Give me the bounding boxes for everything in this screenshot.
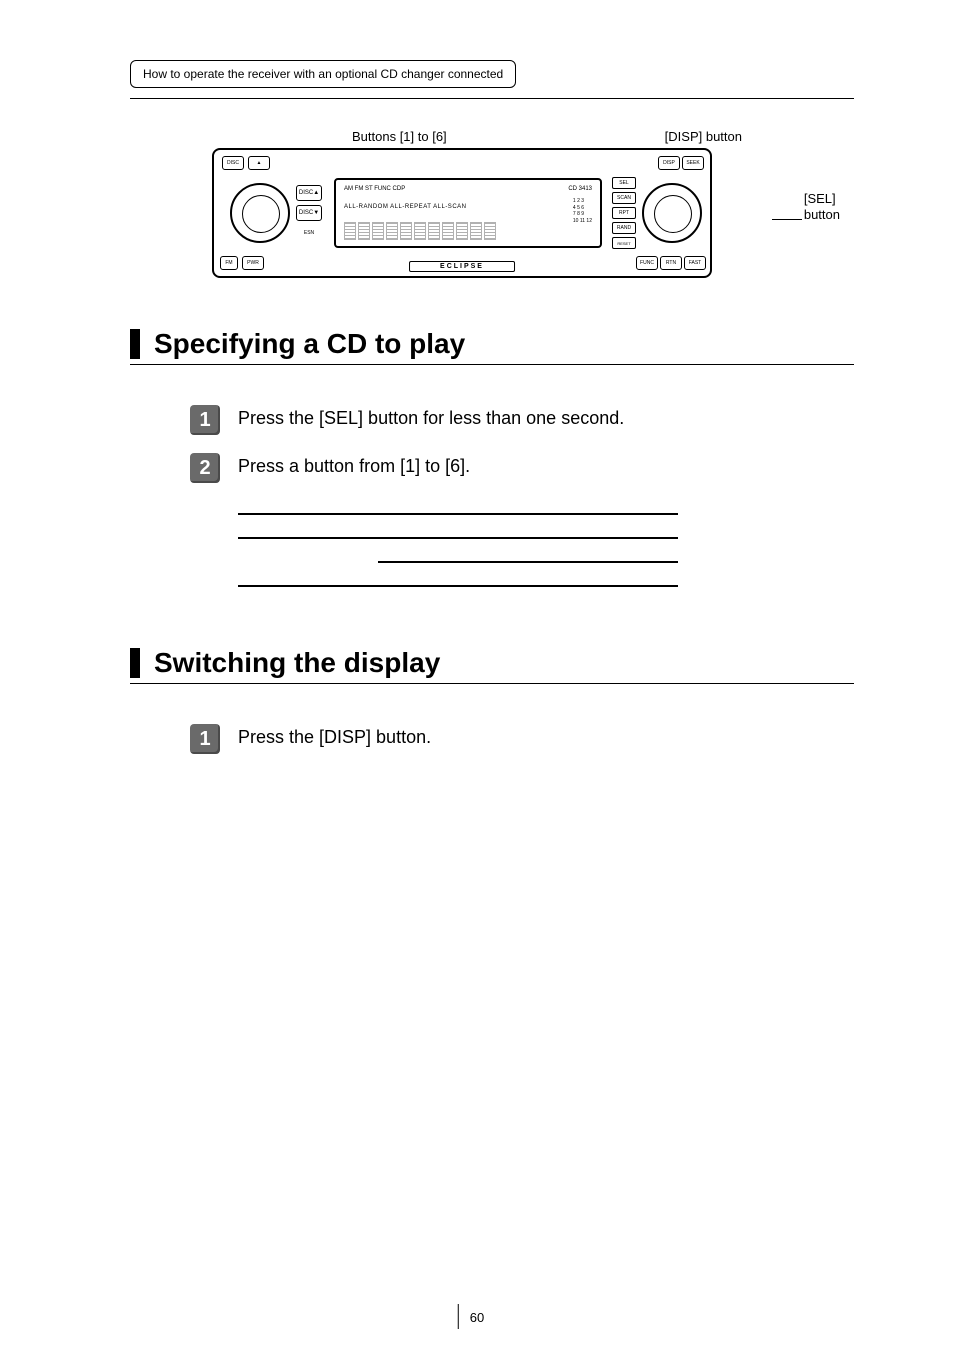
lcd-display: AM FM ST FUNC CDP CD 3413 ALL-RANDOM ALL… — [334, 178, 602, 248]
redacted-line — [238, 513, 678, 515]
lcd-mode-indicators: ALL-RANDOM ALL-REPEAT ALL-SCAN — [344, 204, 592, 210]
reset-button: RESET — [612, 237, 636, 249]
callout-line — [772, 219, 802, 220]
sel-button: SEL — [612, 177, 636, 189]
section-heading-specifying: Specifying a CD to play — [130, 328, 854, 365]
lcd-model: CD 3413 — [568, 186, 592, 192]
disp-button: DISP — [658, 156, 680, 170]
step-number-badge: 2 — [190, 453, 220, 483]
step-text: Press the [SEL] button for less than one… — [238, 405, 624, 429]
step-text: Press the [DISP] button. — [238, 724, 431, 748]
label-sel-button: [SEL] button — [804, 191, 840, 222]
disc-up-button: DISC▲ — [296, 185, 322, 201]
steps-list-2: 1 Press the [DISP] button. — [190, 724, 854, 754]
left-knob — [230, 183, 290, 243]
eject-button: ▲ — [248, 156, 270, 170]
step-text: Press a button from [1] to [6]. — [238, 453, 470, 477]
step-item: 2 Press a button from [1] to [6]. — [190, 453, 854, 483]
section-title: Specifying a CD to play — [154, 328, 465, 360]
redacted-line — [238, 537, 678, 539]
page-number: 60 — [470, 1310, 484, 1325]
disc-button: DISC — [222, 156, 244, 170]
brand-label: ECLIPSE — [409, 261, 515, 272]
right-knob — [642, 183, 702, 243]
steps-list-1: 1 Press the [SEL] button for less than o… — [190, 405, 854, 483]
fm-am-button: FM — [220, 256, 238, 270]
breadcrumb-text: How to operate the receiver with an opti… — [143, 67, 503, 81]
pwr-button: PWR — [242, 256, 264, 270]
step-number-badge: 1 — [190, 724, 220, 754]
step-item: 1 Press the [DISP] button. — [190, 724, 854, 754]
device-diagram: Buttons [1] to [6] [DISP] button DISC ▲ … — [212, 129, 772, 278]
scan-button: SCAN — [612, 192, 636, 204]
car-stereo-faceplate: DISC ▲ DISP SEEK FM PWR FUNC RTN FAST DI… — [212, 148, 712, 278]
lcd-preset-numbers: 1 2 3 4 5 6 7 8 9 10 11 12 — [573, 198, 592, 224]
redacted-line — [238, 585, 678, 587]
fast-button: FAST — [684, 256, 706, 270]
redacted-text-block — [238, 513, 854, 587]
heading-bar — [130, 648, 140, 678]
lcd-segments — [344, 222, 592, 240]
sel-label-line1: [SEL] — [804, 191, 836, 206]
label-disp-button: [DISP] button — [665, 129, 742, 144]
sel-label-line2: button — [804, 207, 840, 222]
rand-button: RAND — [612, 222, 636, 234]
func-button: FUNC — [636, 256, 658, 270]
redacted-line — [378, 561, 678, 563]
seek-button: SEEK — [682, 156, 704, 170]
breadcrumb: How to operate the receiver with an opti… — [130, 60, 516, 88]
step-number-badge: 1 — [190, 405, 220, 435]
heading-bar — [130, 329, 140, 359]
top-divider — [130, 98, 854, 99]
rtn-button: RTN — [660, 256, 682, 270]
step-item: 1 Press the [SEL] button for less than o… — [190, 405, 854, 435]
rpt-button: RPT — [612, 207, 636, 219]
label-buttons-1-6: Buttons [1] to [6] — [352, 129, 447, 144]
esn-label: ESN — [296, 225, 322, 241]
lcd-left-indicators: AM FM ST FUNC CDP — [344, 186, 405, 192]
disc-down-button: DISC▼ — [296, 205, 322, 221]
section-heading-switching: Switching the display — [130, 647, 854, 684]
section-title: Switching the display — [154, 647, 440, 679]
